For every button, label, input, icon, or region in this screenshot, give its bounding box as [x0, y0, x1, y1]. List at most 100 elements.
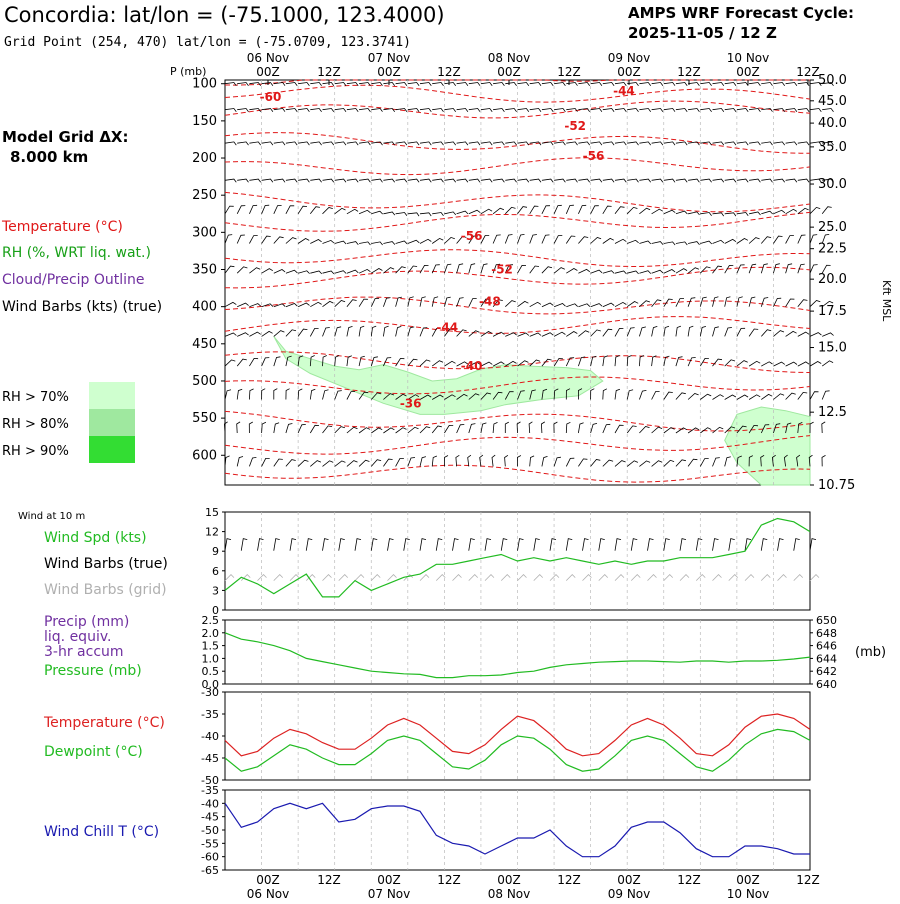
wind-barb: [736, 108, 749, 112]
wind-barb: [444, 424, 454, 434]
wind-barb: [237, 302, 249, 308]
wind-barb: [444, 360, 456, 367]
wind-barb: [602, 423, 611, 434]
wind-barb: [748, 328, 759, 337]
wind-barb-grid: [614, 574, 625, 581]
wind-barb: [773, 297, 782, 307]
wind-barb: [517, 332, 530, 337]
wind-barb: [809, 332, 822, 337]
wind-barb: [249, 388, 254, 400]
wind-barb: [639, 355, 644, 367]
wind-barb: [432, 178, 444, 183]
wind-barb-true: [695, 538, 703, 551]
windchill-line: [224, 802, 810, 858]
wind-barb: [383, 393, 395, 400]
wind-barb: [675, 108, 688, 112]
temperature-contour-label: -48: [479, 294, 501, 308]
wind-barb: [699, 296, 707, 307]
wind-barb: [724, 212, 737, 217]
wind-barb: [346, 355, 352, 367]
wind-barb: [651, 108, 664, 112]
wind-barb: [529, 178, 542, 183]
wind-barb: [505, 206, 516, 215]
wind-barb: [785, 208, 798, 215]
forecast-cycle: 2025-11-05 / 12 Z: [628, 24, 777, 42]
wind-barb: [273, 178, 286, 183]
wind-barb: [639, 300, 651, 307]
wind-barb: [480, 263, 488, 274]
wind-barb: [724, 238, 737, 244]
wind-barb: [298, 82, 310, 86]
wind-barb: [748, 296, 756, 307]
rh90-swatch: [89, 436, 135, 463]
wind-barb: [505, 108, 517, 112]
panel-tick-label: -65: [201, 864, 219, 877]
wind-barb: [785, 392, 796, 400]
wind-barb: [687, 267, 700, 274]
wind-barb: [492, 234, 501, 244]
wind-barb-grid: [224, 574, 235, 581]
wind-barb: [370, 459, 382, 467]
wind-barb: [785, 82, 798, 86]
wind-barb: [456, 236, 467, 244]
wind-barb: [797, 422, 803, 434]
wind-barb: [383, 325, 389, 337]
wind-barb: [371, 108, 383, 112]
wind-barb: [444, 296, 451, 307]
wind-barb: [627, 82, 639, 86]
wind-barb: [773, 393, 785, 400]
wind-barb: [334, 141, 347, 146]
rh70-region: [273, 336, 604, 415]
bottom-date-label: 07 Nov: [368, 887, 411, 900]
wind-barb: [359, 141, 371, 146]
wind-barb: [468, 423, 476, 434]
wind-barb: [614, 270, 627, 275]
wind-barb: [663, 178, 676, 183]
panel-tick-label: -45: [201, 752, 219, 765]
wind-barb: [456, 361, 469, 367]
wind-barb: [467, 454, 472, 467]
wind-barb: [248, 421, 253, 434]
temperature-contour: [224, 157, 811, 176]
wind-barb: [736, 327, 746, 337]
wind-barb: [578, 82, 591, 86]
wind-barb: [675, 82, 688, 86]
wind-barb: [431, 237, 444, 244]
pressure-tick-label: 100: [192, 77, 217, 92]
wind-barb-true: [793, 538, 800, 551]
wind-barb: [822, 141, 834, 146]
wind-barb-true: [760, 538, 768, 551]
wind-barb: [383, 241, 396, 245]
wind-barb: [785, 108, 798, 112]
wind-barb-true: [257, 538, 264, 551]
wind-barb-grid: [338, 574, 349, 581]
wind-barb: [456, 141, 469, 146]
top-hour-label: 12Z: [437, 65, 461, 79]
kft-tick-label: 30.0: [818, 177, 847, 192]
wind-barb: [395, 458, 404, 467]
wind-barb: [492, 331, 505, 337]
bottom-hour-label: 12Z: [557, 873, 581, 887]
wind-barb: [297, 328, 308, 337]
wind-barb: [395, 141, 408, 146]
wind-barb: [395, 240, 408, 245]
wind-barb: [785, 178, 798, 183]
wind-barb: [797, 207, 809, 215]
wind-barb: [273, 82, 286, 86]
wind-barb: [688, 141, 700, 146]
wind-barb: [566, 178, 578, 183]
wind-barb-true: [630, 538, 638, 551]
panel-right-tick-label: 648: [816, 627, 837, 640]
wind-barb-true: [809, 538, 817, 551]
wind-barb: [614, 206, 625, 215]
wind-barb: [821, 234, 830, 244]
wind-barb-grid: [403, 574, 414, 581]
wind-barb: [809, 108, 822, 112]
wind-barb-grid: [728, 574, 739, 581]
wind-barb: [517, 178, 530, 183]
top-date-label: 07 Nov: [368, 51, 411, 65]
wind-barb: [261, 303, 274, 308]
wind-barb: [822, 82, 834, 86]
wind-barb: [505, 360, 517, 367]
wind-barb: [236, 421, 241, 434]
